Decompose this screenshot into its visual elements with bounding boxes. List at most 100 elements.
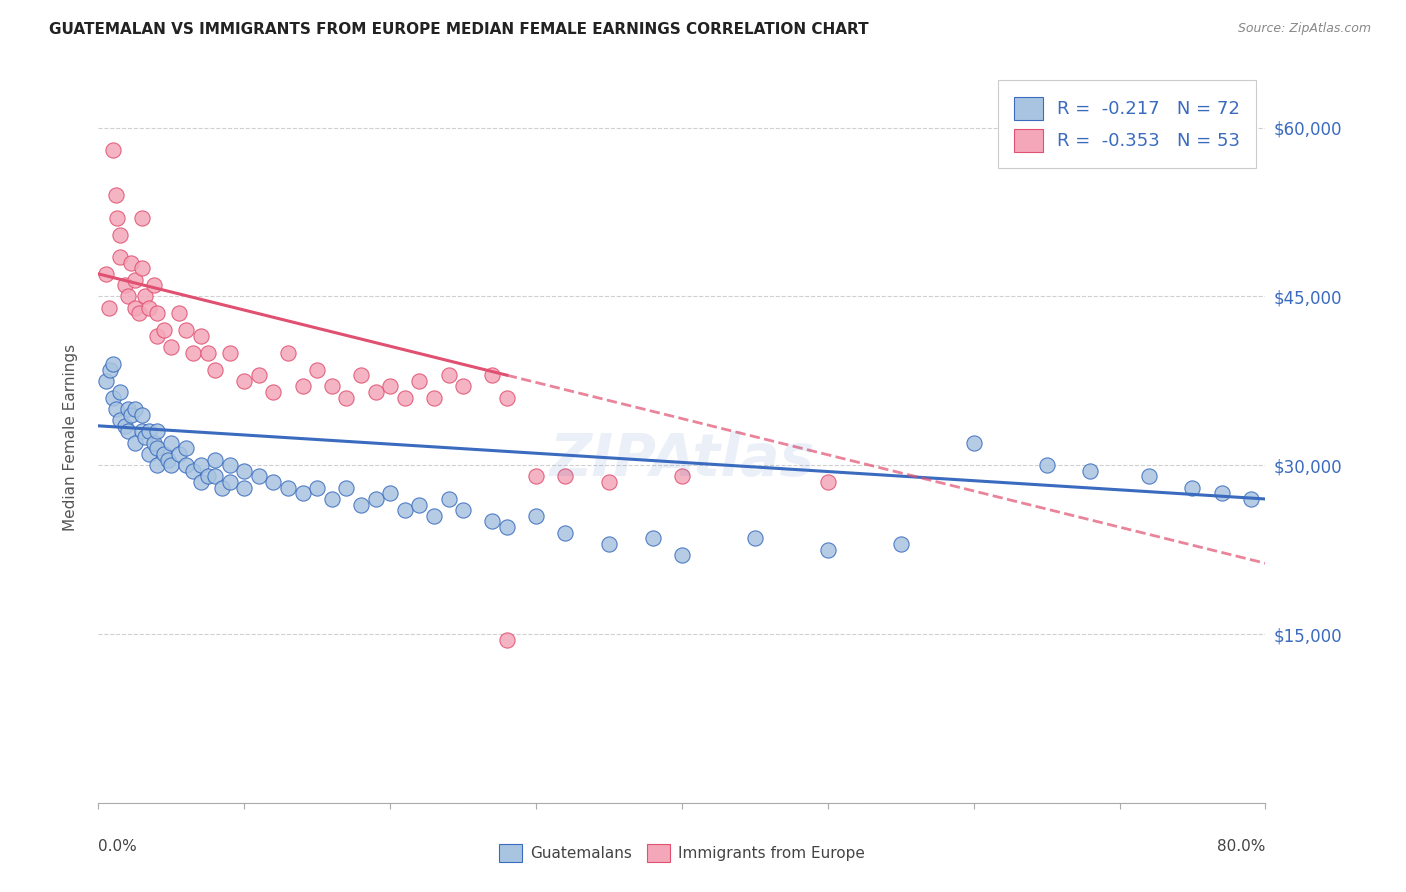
Point	[142, 278, 165, 293]
Point	[364, 385, 387, 400]
Point	[134, 289, 156, 303]
Y-axis label: Median Female Earnings: Median Female Earnings	[63, 343, 77, 531]
Point	[408, 498, 430, 512]
Point	[817, 542, 839, 557]
Point	[174, 442, 197, 456]
Point	[146, 328, 169, 343]
Point	[204, 469, 226, 483]
Point	[394, 391, 416, 405]
Point	[138, 447, 160, 461]
Point	[110, 227, 132, 242]
Point	[110, 385, 132, 400]
Point	[104, 188, 127, 202]
Point	[496, 632, 519, 647]
Point	[641, 532, 664, 546]
Point	[190, 328, 212, 343]
Point	[146, 442, 169, 456]
Point	[157, 452, 180, 467]
Point	[94, 267, 117, 281]
Point	[451, 379, 474, 393]
Point	[181, 464, 204, 478]
Point	[394, 503, 416, 517]
Point	[496, 391, 519, 405]
Text: ZIPAtlas: ZIPAtlas	[550, 431, 814, 488]
Point	[134, 430, 156, 444]
Point	[321, 491, 343, 506]
Point	[451, 503, 474, 517]
Point	[124, 435, 146, 450]
Point	[174, 323, 197, 337]
Point	[131, 261, 153, 276]
Point	[142, 435, 165, 450]
Point	[1035, 458, 1057, 473]
Point	[1240, 491, 1263, 506]
Point	[153, 447, 176, 461]
Point	[197, 345, 219, 359]
Point	[117, 401, 139, 416]
Point	[744, 532, 766, 546]
Point	[190, 475, 212, 489]
Point	[277, 481, 299, 495]
Text: Source: ZipAtlas.com: Source: ZipAtlas.com	[1237, 22, 1371, 36]
Point	[204, 362, 226, 376]
Point	[98, 362, 121, 376]
Point	[671, 469, 693, 483]
Point	[124, 301, 146, 315]
Point	[598, 475, 620, 489]
Point	[146, 306, 169, 320]
Point	[962, 435, 984, 450]
Point	[1137, 469, 1160, 483]
Point	[174, 458, 197, 473]
Point	[131, 408, 153, 422]
Point	[167, 306, 190, 320]
Point	[138, 425, 160, 439]
Point	[101, 391, 124, 405]
Point	[128, 306, 150, 320]
Point	[321, 379, 343, 393]
Point	[233, 481, 256, 495]
Text: 80.0%: 80.0%	[1218, 839, 1265, 855]
Point	[291, 486, 314, 500]
Text: GUATEMALAN VS IMMIGRANTS FROM EUROPE MEDIAN FEMALE EARNINGS CORRELATION CHART: GUATEMALAN VS IMMIGRANTS FROM EUROPE MED…	[49, 22, 869, 37]
Point	[817, 475, 839, 489]
Point	[481, 515, 503, 529]
Point	[307, 362, 329, 376]
Point	[101, 143, 124, 157]
Point	[124, 272, 146, 286]
Point	[105, 211, 128, 225]
Point	[1211, 486, 1233, 500]
Point	[138, 301, 160, 315]
Point	[291, 379, 314, 393]
Point	[131, 425, 153, 439]
Point	[160, 435, 183, 450]
Point	[211, 481, 233, 495]
Point	[124, 401, 146, 416]
Point	[101, 357, 124, 371]
Point	[218, 458, 240, 473]
Point	[380, 379, 402, 393]
Point	[114, 278, 136, 293]
Legend: Guatemalans, Immigrants from Europe: Guatemalans, Immigrants from Europe	[494, 838, 870, 868]
Point	[350, 368, 373, 383]
Point	[94, 374, 117, 388]
Point	[247, 469, 270, 483]
Point	[277, 345, 299, 359]
Point	[598, 537, 620, 551]
Point	[104, 401, 127, 416]
Point	[190, 458, 212, 473]
Point	[167, 447, 190, 461]
Point	[1181, 481, 1204, 495]
Point	[110, 413, 132, 427]
Point	[233, 464, 256, 478]
Point	[554, 525, 576, 540]
Point	[262, 385, 284, 400]
Point	[437, 368, 460, 383]
Point	[146, 458, 169, 473]
Point	[437, 491, 460, 506]
Point	[160, 340, 183, 354]
Point	[335, 391, 357, 405]
Point	[197, 469, 219, 483]
Point	[408, 374, 430, 388]
Point	[1080, 464, 1102, 478]
Point	[120, 255, 142, 269]
